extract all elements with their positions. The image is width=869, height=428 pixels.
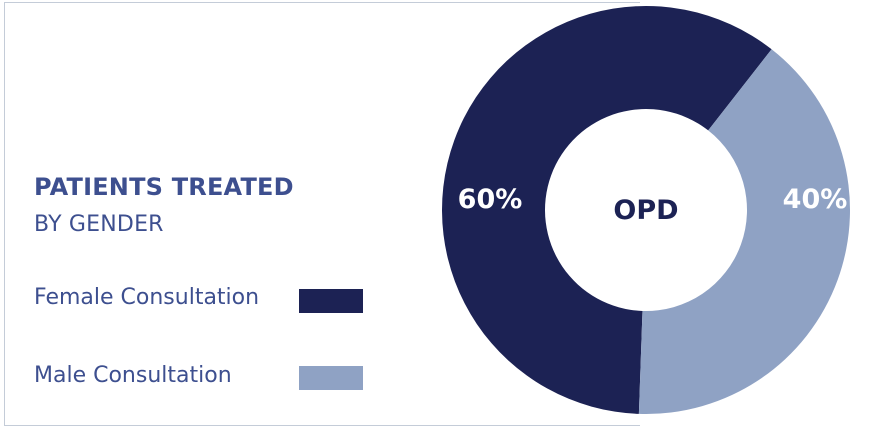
legend-label-male: Male Consultation bbox=[34, 363, 232, 388]
legend-label-female: Female Consultation bbox=[34, 285, 260, 310]
chart-frame bbox=[4, 2, 640, 426]
chart-subtitle: BY GENDER bbox=[34, 212, 164, 237]
slice-male bbox=[638, 49, 851, 414]
legend-swatch-male bbox=[299, 366, 363, 390]
slice-female bbox=[442, 5, 772, 414]
data-label-male: 40% bbox=[783, 184, 848, 215]
center-label: OPD bbox=[613, 195, 678, 226]
chart-title: PATIENTS TREATED bbox=[34, 173, 294, 201]
legend-swatch-female bbox=[299, 289, 363, 313]
data-label-female: 60% bbox=[458, 184, 523, 215]
